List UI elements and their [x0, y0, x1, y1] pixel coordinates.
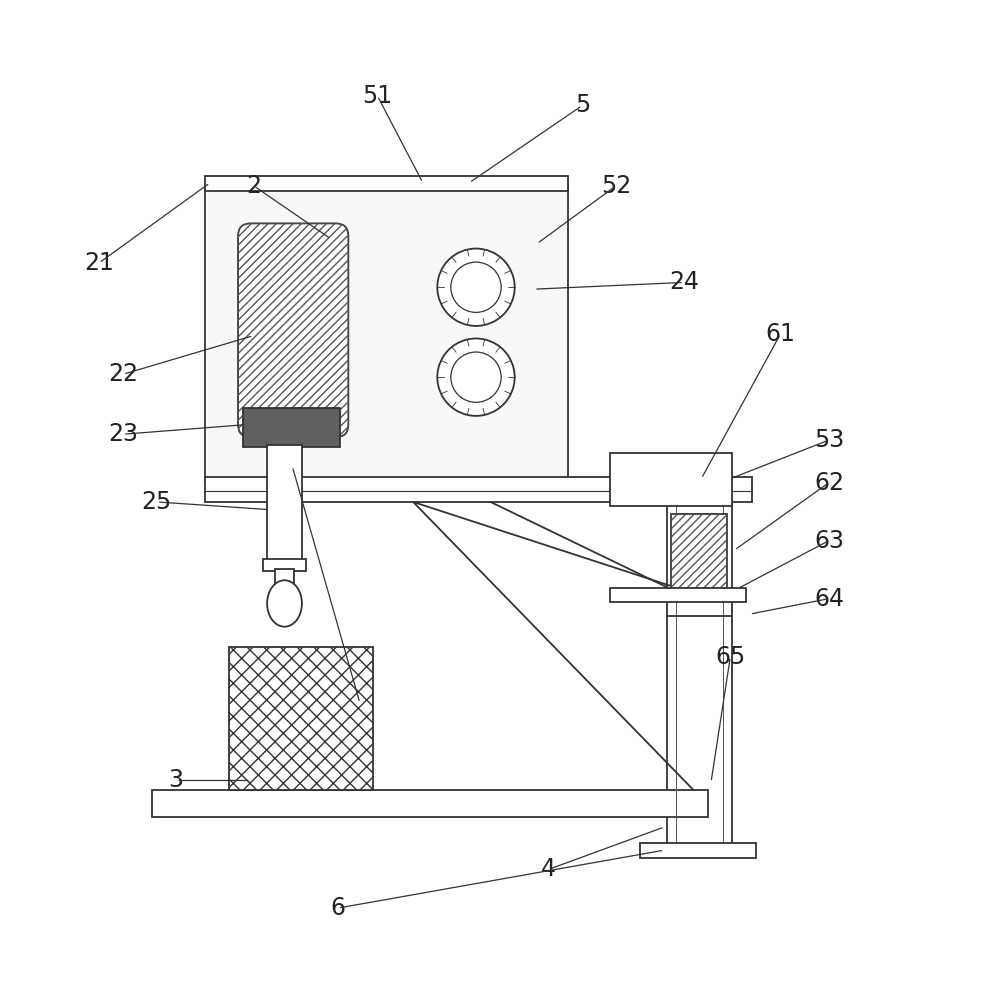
Bar — [230, 647, 373, 790]
Bar — [152, 790, 708, 817]
Text: 5: 5 — [575, 93, 590, 117]
Bar — [267, 445, 302, 563]
Ellipse shape — [267, 580, 302, 627]
Bar — [205, 477, 751, 502]
Text: 1: 1 — [284, 454, 299, 478]
Text: 61: 61 — [766, 322, 796, 346]
Text: 53: 53 — [814, 428, 844, 452]
Bar — [275, 569, 294, 585]
Bar — [205, 176, 568, 191]
Bar — [243, 408, 339, 447]
Bar — [263, 559, 306, 571]
Bar — [205, 186, 568, 481]
Circle shape — [451, 352, 501, 402]
Text: 24: 24 — [669, 270, 698, 294]
Bar — [610, 453, 732, 506]
Text: 23: 23 — [108, 422, 138, 446]
Text: 64: 64 — [814, 587, 844, 611]
Circle shape — [438, 338, 515, 416]
Bar — [671, 514, 728, 594]
Text: 52: 52 — [601, 174, 632, 198]
Bar — [610, 588, 746, 602]
Circle shape — [438, 249, 515, 326]
Text: 6: 6 — [331, 896, 345, 920]
Text: 51: 51 — [362, 84, 392, 108]
Text: 2: 2 — [246, 174, 261, 198]
Text: 22: 22 — [108, 362, 138, 386]
Text: 4: 4 — [542, 857, 556, 881]
Text: 3: 3 — [169, 768, 183, 792]
FancyBboxPatch shape — [238, 223, 348, 437]
Text: 25: 25 — [141, 490, 172, 514]
Text: 65: 65 — [715, 645, 746, 669]
Text: 62: 62 — [814, 471, 844, 495]
Bar — [671, 514, 728, 594]
Bar — [641, 843, 756, 858]
Circle shape — [451, 262, 501, 312]
Text: 21: 21 — [84, 251, 114, 275]
Text: 63: 63 — [814, 529, 844, 553]
Bar — [666, 477, 732, 850]
